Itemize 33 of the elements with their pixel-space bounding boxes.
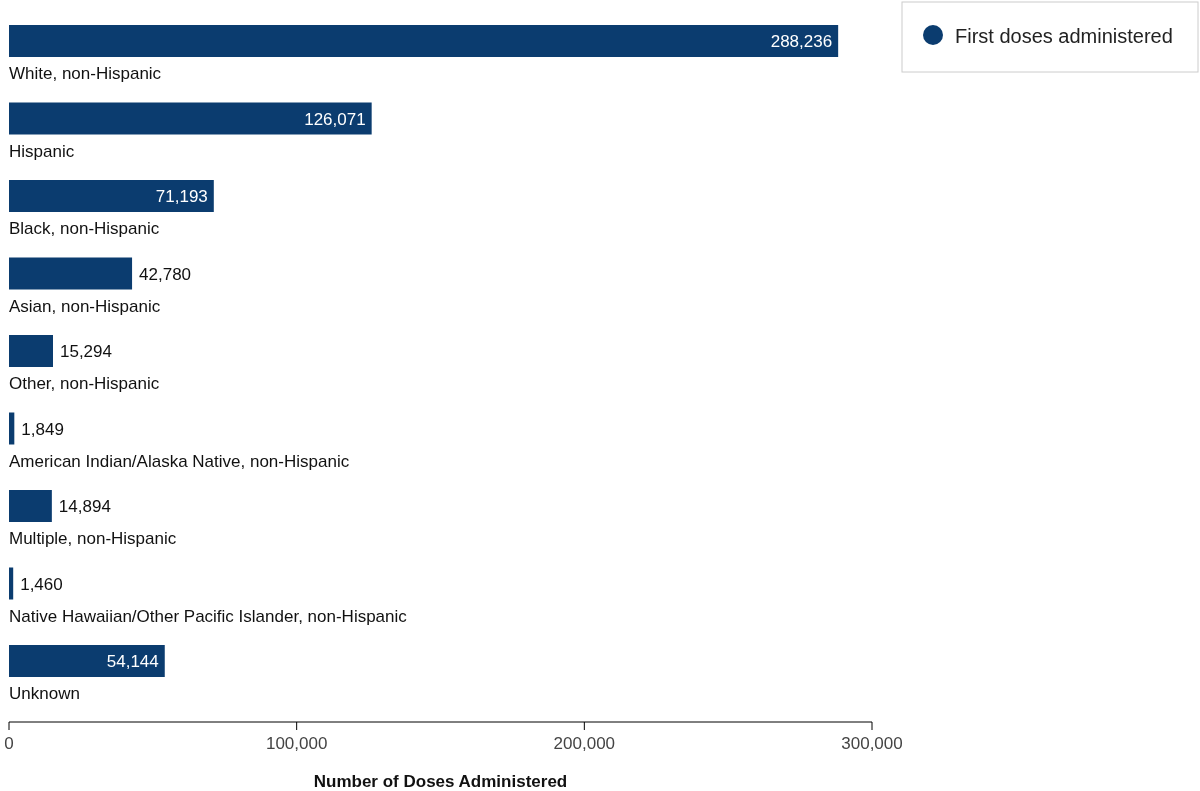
y-tick-label: White, non-Hispanic — [9, 64, 162, 83]
x-axis-title: Number of Doses Administered — [313, 772, 568, 791]
data-label: 1,849 — [21, 419, 64, 439]
y-tick-label: Black, non-Hispanic — [9, 219, 160, 238]
y-tick-label: Asian, non-Hispanic — [9, 296, 161, 316]
data-label: 14,894 — [58, 497, 111, 516]
x-tick-label: 200,000 — [553, 734, 616, 753]
data-label: 71,193 — [155, 187, 208, 206]
data-label: 15,294 — [60, 342, 112, 361]
y-tick-label: American Indian/Alaska Native, non-Hispanic — [9, 451, 350, 471]
data-label: 288,236 — [770, 32, 833, 51]
data-label: 126,071 — [304, 109, 366, 129]
y-tick-label: Native Hawaiian/Other Pacific Islander, non-Hispanic — [9, 606, 408, 626]
bar — [9, 412, 15, 445]
data-label: 54,144 — [106, 652, 159, 671]
bar — [9, 257, 133, 290]
legend-label: First doses administered — [955, 25, 1173, 47]
bar — [9, 645, 165, 677]
bar — [9, 25, 839, 57]
y-tick-label: Multiple, non-Hispanic — [9, 529, 177, 548]
y-tick-label: Other, non-Hispanic — [9, 374, 160, 393]
bar — [9, 180, 214, 212]
data-label: 1,460 — [20, 574, 63, 594]
bar — [9, 335, 53, 367]
y-tick-label: Unknown — [9, 684, 80, 703]
y-tick-label: Hispanic — [9, 141, 75, 161]
x-tick-label: 100,000 — [265, 734, 328, 753]
data-label: 42,780 — [139, 264, 192, 284]
x-tick-label: 300,000 — [841, 734, 903, 753]
bar — [9, 490, 52, 522]
bar — [9, 102, 372, 135]
bar — [9, 567, 14, 600]
x-tick-label: 0 — [4, 734, 14, 753]
